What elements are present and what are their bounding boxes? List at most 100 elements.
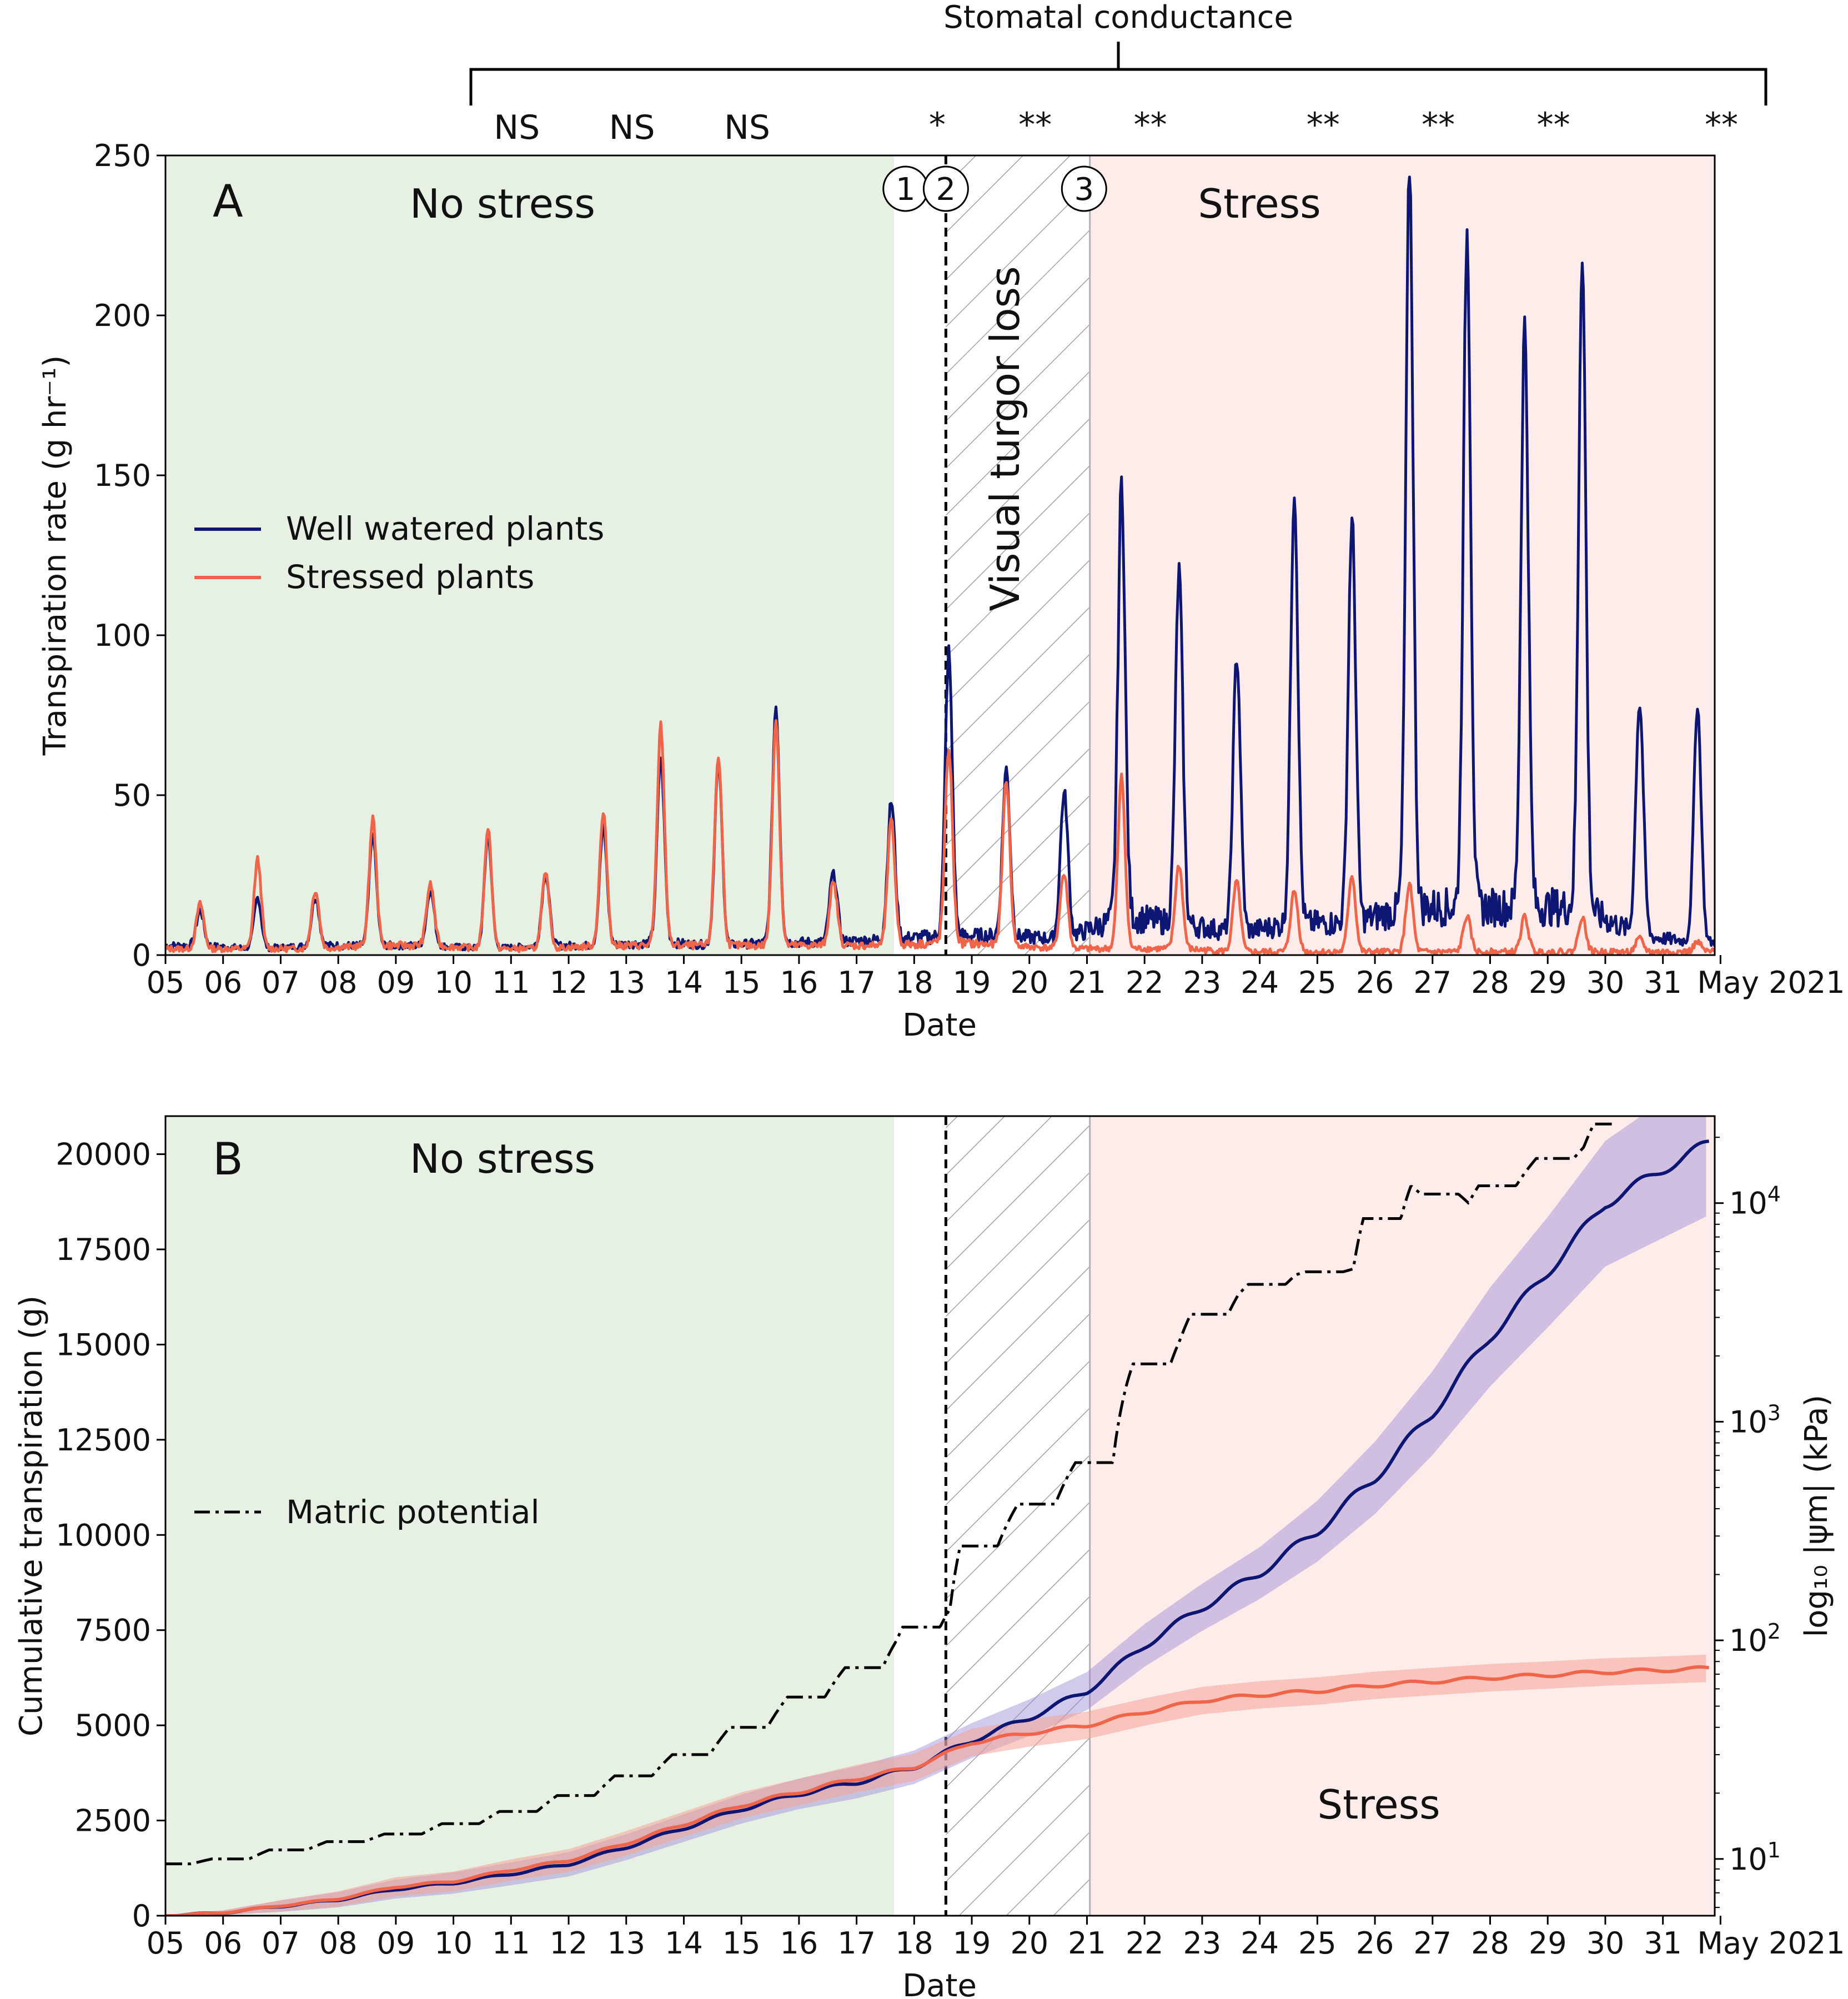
series-line-cumulative-stressed [165,1665,1709,1916]
y-tick-label: 12500 [56,1423,151,1458]
x-tick-label: 05 [147,965,185,1000]
significance-label: ** [1307,106,1340,144]
x-tick-label: 21 [1068,965,1106,1000]
panel-a-y-axis: 0 50 100 150 200 250 [94,138,165,973]
stomatal-significance-bracket: Stomatal conductance [469,0,1767,106]
y-tick-label: 10000 [56,1518,151,1553]
panel-a-stress-label: Stress [1198,180,1320,227]
x-tick-label: 25 [1298,965,1337,1000]
y-tick-label: 2500 [75,1804,151,1839]
tick-base: 10 [1729,1186,1767,1221]
x-tick-label: 10 [434,965,473,1000]
panel-b-series [165,1116,1709,1916]
y-tick-label: 15000 [56,1327,151,1362]
panel-b-frame [164,1115,1716,1917]
y-tick-label: 250 [94,138,151,173]
significance-label: ** [1134,106,1167,144]
x-tick-label: 13 [607,1926,645,1961]
y-tick-label: 17500 [56,1232,151,1267]
x-tick-label: 13 [607,965,645,1000]
tick-base: 10 [1729,1404,1767,1439]
x-tick-label: 27 [1413,965,1452,1000]
right-y-tick-label: 103 [1729,1400,1781,1439]
panel-b-region-stress [1089,1116,1715,1916]
tick-exponent: 2 [1767,1619,1781,1644]
panel-b-regions [165,1116,1715,1916]
x-tick-label: 07 [262,1926,300,1961]
x-tick-label: 06 [204,1926,242,1961]
x-tick-label: 29 [1529,965,1567,1000]
series-line-matric-potential [165,1122,1617,1866]
x-tick-label: 20 [1010,965,1048,1000]
significance-label: ** [1705,106,1738,144]
x-tick-label: 16 [780,1926,818,1961]
legend-label-matric: Matric potential [286,1493,540,1531]
significance-label: NS [724,108,770,147]
x-tick-label: 28 [1471,1926,1509,1961]
x-tick-label: 30 [1586,965,1625,1000]
x-tick-label: 12 [550,965,588,1000]
event-marker-label: 2 [936,172,956,208]
x-tick-label: 05 [147,1926,185,1961]
tick-base: 10 [1729,1623,1767,1658]
legend-label-well-watered: Well watered plants [286,510,604,548]
panel-a-letter: A [213,175,243,227]
y-tick-label: 50 [113,778,151,813]
event-marker-circle [922,165,969,212]
right-y-tick-label: 101 [1729,1838,1781,1877]
x-tick-label: 09 [377,1926,415,1961]
x-tick-label: May 2021 [1697,965,1845,1000]
x-tick-label: 31 [1644,965,1682,1000]
event-marker-label: 3 [1074,172,1094,208]
x-tick-label: 25 [1298,1926,1337,1961]
stomatal-title: Stomatal conductance [943,0,1293,36]
significance-label: NS [609,108,655,147]
panel-a-y-title: Transpiration rate (g hr⁻¹) [37,355,73,756]
series-line-stressed [165,719,1715,955]
tick-exponent: 4 [1767,1182,1781,1207]
event-marker-circle [1061,165,1107,212]
panel-b-no-stress-label: No stress [410,1136,595,1182]
x-tick-label: 27 [1413,1926,1452,1961]
panel-a-series [165,175,1715,955]
x-tick-label: 24 [1241,965,1279,1000]
x-tick-label: 14 [665,965,703,1000]
x-tick-label: 19 [953,1926,991,1961]
panel-a-no-stress-label: No stress [410,180,595,227]
y-tick-label: 20000 [56,1137,151,1172]
x-tick-label: 11 [492,965,530,1000]
x-tick-label: 16 [780,965,818,1000]
y-tick-label: 200 [94,298,151,333]
panel-a-region-no-stress [165,155,895,955]
x-tick-label: 14 [665,1926,703,1961]
panel-b-x-title: Date [902,1968,977,1999]
significance-labels: NS NS NS * ** ** ** ** ** ** [494,106,1738,147]
panel-b-x-axis: 05 06 07 08 09 10 11 12 13 14 15 16 17 18 19 20 21 22 23 24… [147,1916,1845,1961]
x-tick-label: 12 [550,1926,588,1961]
panel-b-region-no-stress [165,1116,895,1916]
significance-label: ** [1018,106,1052,144]
panel-b-right-y-title: log₁₀ |ψm| (kPa) [1799,1395,1835,1638]
significance-label: ** [1537,106,1570,144]
x-tick-label: 15 [722,1926,761,1961]
x-tick-label: 18 [895,965,933,1000]
x-tick-label: 11 [492,1926,530,1961]
turgor-loss-label: Visual turgor loss [982,266,1028,611]
panel-b-legend: Matric potential [194,1493,540,1531]
x-tick-label: 09 [377,965,415,1000]
x-tick-label: 24 [1241,1926,1279,1961]
band-stressed [165,1654,1706,1916]
event-marker-label: 1 [896,172,916,208]
x-tick-label: 08 [319,1926,358,1961]
x-tick-label: 18 [895,1926,933,1961]
x-tick-label: May 2021 [1697,1926,1845,1961]
x-tick-label: 22 [1126,1926,1164,1961]
panel-a-x-title: Date [902,1007,977,1043]
x-tick-label: 06 [204,965,242,1000]
x-tick-label: 28 [1471,965,1509,1000]
y-tick-label: 150 [94,458,151,493]
x-tick-label: 10 [434,1926,473,1961]
